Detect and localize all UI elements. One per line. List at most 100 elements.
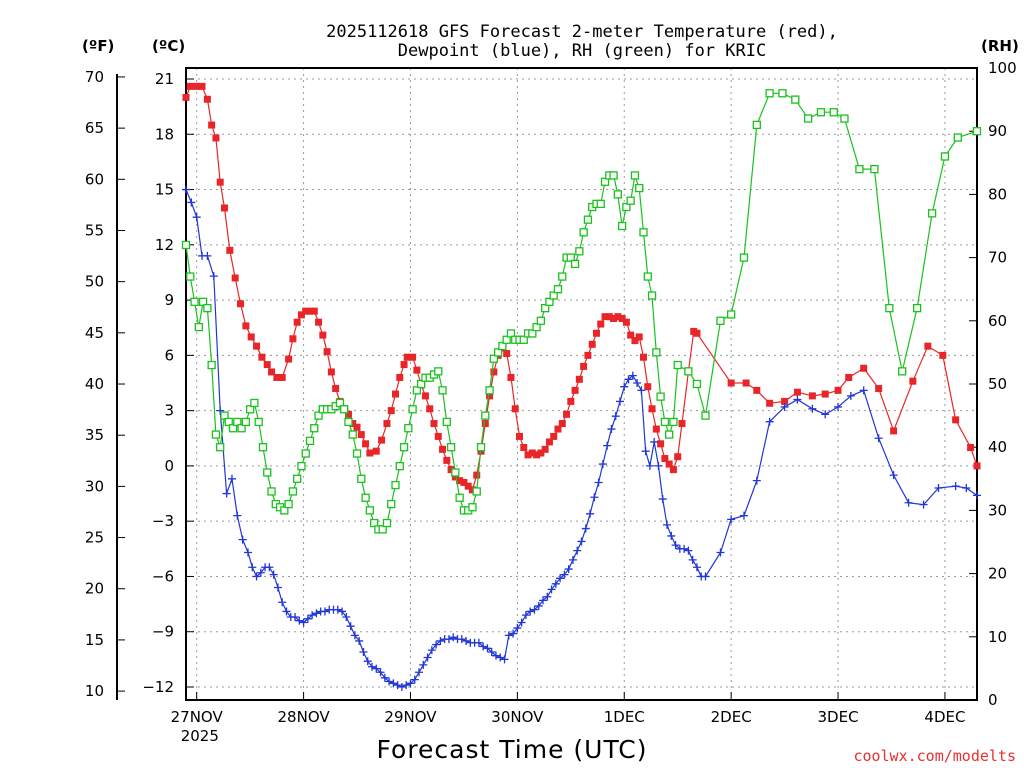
rh-point: [335, 398, 345, 408]
dewpoint-point: [692, 563, 701, 572]
rh-point: [361, 493, 370, 502]
rh-point: [840, 114, 849, 123]
rh-point: [617, 221, 627, 231]
temperature-point: [306, 307, 314, 315]
rh-point: [280, 506, 289, 515]
rh-point: [369, 518, 379, 528]
x-tick-year: 2025: [181, 727, 219, 745]
temperature-point: [293, 318, 301, 326]
c-tick-label: 0: [164, 457, 174, 475]
rh-point: [692, 379, 702, 389]
temperature-point: [592, 329, 600, 337]
dewpoint-point: [415, 668, 424, 677]
rh-point: [579, 228, 588, 237]
rh-point: [626, 196, 635, 205]
rh-point: [643, 272, 652, 281]
dewpoint-line: [185, 189, 978, 688]
dewpoint-point: [457, 635, 466, 644]
dewpoint-point: [821, 410, 830, 419]
dewpoint-point: [295, 616, 304, 625]
rh-point: [553, 285, 563, 294]
dewpoint-point: [620, 382, 629, 391]
rh-point: [502, 335, 511, 344]
rh-point: [609, 171, 618, 180]
temperature-point: [285, 355, 293, 363]
dewpoint-point: [363, 657, 372, 666]
rh-point: [190, 297, 199, 306]
dewpoint-point: [350, 631, 359, 640]
rh-point: [583, 215, 593, 224]
temperature-point: [208, 121, 216, 129]
temperature-point: [302, 307, 310, 315]
dewpoint-point: [427, 646, 436, 655]
rh-point: [541, 304, 550, 313]
rh-point: [250, 398, 259, 408]
dewpoint-point: [919, 500, 928, 509]
temperature-point: [601, 313, 609, 321]
f-tick-label: 55: [85, 221, 104, 239]
rh-point: [519, 335, 528, 344]
dewpoint-point: [406, 679, 415, 688]
dewpoint-point: [564, 565, 573, 574]
dewpoint-point: [590, 493, 599, 502]
dewpoint-point: [487, 647, 496, 656]
temperature-point: [575, 375, 583, 383]
rh-point: [408, 405, 417, 414]
dewpoint-point: [808, 404, 817, 413]
temperature-point: [366, 449, 374, 457]
dewpoint-point: [243, 548, 252, 557]
dewpoint-point: [534, 601, 543, 610]
temperature-point: [464, 482, 472, 490]
temperature-point: [486, 392, 494, 400]
dewpoint-point: [238, 535, 247, 544]
rh-point: [596, 199, 605, 209]
temperature-point: [558, 420, 566, 428]
rh-point: [669, 417, 678, 427]
rh-point: [630, 171, 640, 180]
temperature-point: [344, 410, 352, 418]
dewpoint-point: [265, 563, 274, 572]
rh-point: [404, 424, 413, 433]
rh-point: [228, 424, 238, 433]
rh-point: [778, 89, 787, 98]
rh-point: [622, 202, 631, 212]
f-tick-label: 50: [85, 273, 104, 291]
temperature-point: [349, 420, 357, 428]
temperature-point: [678, 420, 686, 428]
rh-point: [245, 405, 255, 414]
dewpoint-point: [410, 675, 419, 684]
temperature-point: [610, 315, 618, 323]
dewpoint-point: [436, 636, 445, 645]
temperature-point: [242, 322, 250, 330]
temperature-point: [400, 361, 408, 369]
temperature-point: [652, 425, 660, 433]
temperature-point: [203, 95, 211, 103]
rh-point: [340, 405, 349, 414]
dewpoint-point: [385, 677, 394, 686]
dewpoint-point: [182, 185, 190, 194]
dewpoint-point: [500, 655, 509, 664]
x-tick-label: 28NOV: [278, 708, 331, 726]
dewpoint-point: [291, 612, 300, 621]
temperature-point: [967, 443, 975, 451]
dewpoint-point: [739, 511, 748, 520]
rh-point: [716, 316, 725, 325]
dewpoint-point: [607, 425, 616, 434]
rh-point: [378, 525, 387, 534]
rh-point: [570, 259, 580, 269]
rh-point: [446, 443, 456, 452]
rh-point: [816, 108, 826, 117]
dewpoint-point: [521, 611, 530, 620]
temperature-point: [447, 466, 455, 474]
dewpoint-point: [688, 555, 697, 564]
temperature-point: [952, 416, 960, 424]
dewpoint-point: [462, 636, 471, 645]
dewpoint-point: [483, 644, 492, 653]
temperature-point: [618, 315, 626, 323]
rh-point: [451, 468, 460, 477]
temperature-point: [421, 392, 429, 400]
dewpoint-point: [273, 583, 282, 592]
rh-point: [181, 240, 191, 250]
dewpoint-point: [380, 673, 389, 682]
rh-point: [468, 503, 477, 512]
